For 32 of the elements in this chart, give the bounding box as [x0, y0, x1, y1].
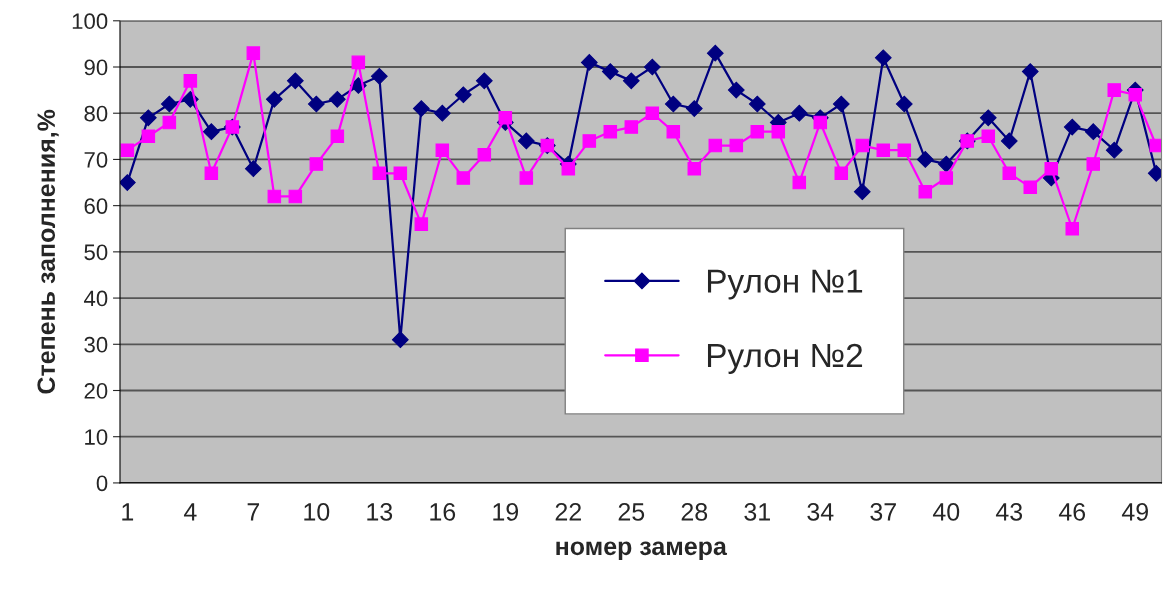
x-tick-label: 22	[555, 503, 581, 521]
y-tick-label: 90	[84, 59, 108, 76]
x-tick-label: 43	[995, 503, 1023, 521]
y-tick-label: 40	[83, 290, 108, 307]
y-tick-label: 0	[96, 475, 108, 492]
y-axis-title: Степень заполнения,%	[37, 109, 59, 394]
legend-label: Рулон №2	[707, 343, 863, 374]
x-tick-label: 4	[183, 503, 197, 521]
x-tick-label: 40	[932, 503, 960, 521]
y-tick-label: 70	[84, 151, 108, 168]
x-tick-label: 28	[681, 503, 708, 521]
x-axis-title: номер замера	[556, 541, 728, 561]
x-tick-label: 49	[1121, 503, 1148, 521]
x-tick-label: 25	[618, 503, 645, 521]
x-tick-label: 31	[744, 503, 770, 521]
y-tick-label: 100	[72, 13, 108, 30]
x-tick-label: 37	[870, 503, 896, 521]
legend-label: Рулон №1	[707, 269, 863, 300]
x-tick-label: 34	[807, 503, 834, 521]
x-tick-label: 16	[430, 503, 456, 521]
y-tick-label: 30	[84, 336, 108, 353]
y-tick-label: 80	[84, 105, 108, 122]
y-tick-label: 50	[84, 244, 108, 261]
y-tick-label: 20	[84, 383, 108, 399]
x-tick-label: 13	[367, 503, 393, 521]
y-tick-label: 60	[84, 198, 108, 214]
x-tick-label: 1	[122, 503, 134, 521]
x-tick-label: 46	[1058, 503, 1086, 521]
x-tick-label: 10	[304, 503, 330, 521]
x-tick-label: 7	[247, 503, 260, 521]
y-tick-label: 10	[85, 429, 108, 445]
x-tick-label: 19	[493, 503, 519, 521]
